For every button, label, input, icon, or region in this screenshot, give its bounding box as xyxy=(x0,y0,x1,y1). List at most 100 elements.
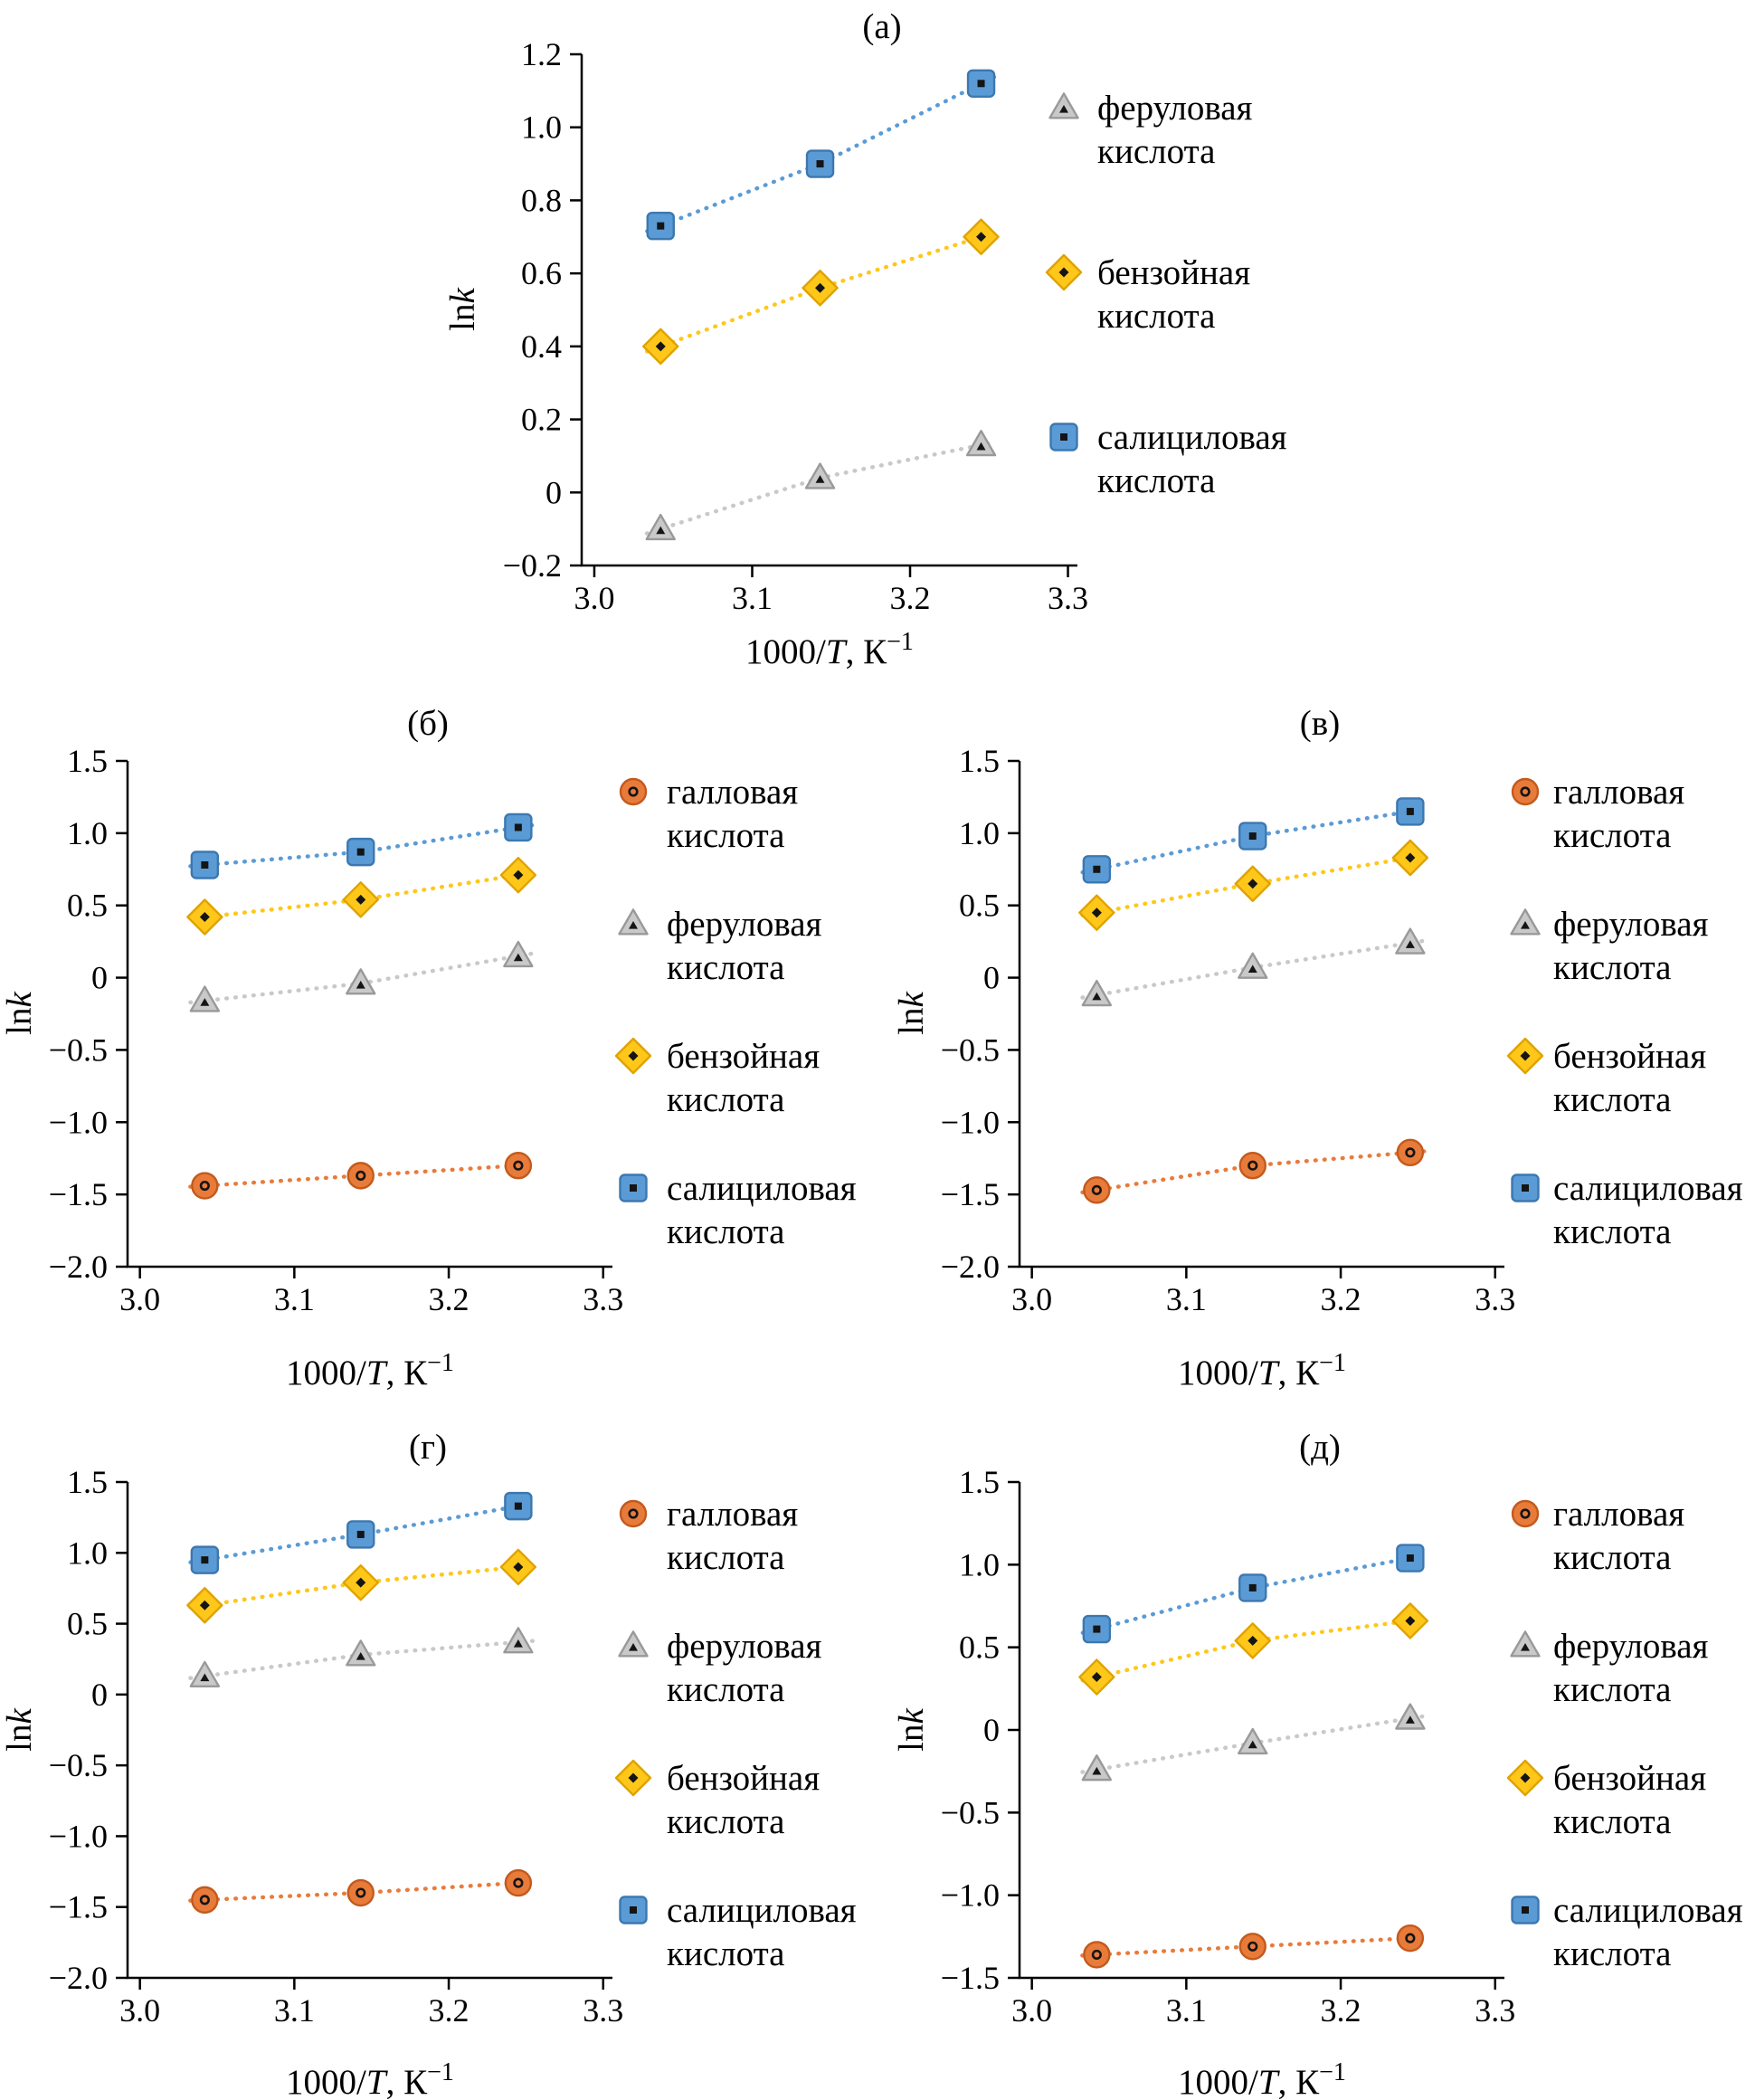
legend-entry: феруловая кислота xyxy=(1510,1627,1709,1709)
marker-center-dot xyxy=(356,1577,366,1588)
x-axis: 3.0 3.1 3.2 3.3 xyxy=(1011,1978,1515,2029)
marker-center-dot xyxy=(628,1508,639,1519)
chart-d: (д) 3.0 3.1 3.2 3.3 1.5 1.0 0.5 0 −0.5 −1.0 −1.5 100… xyxy=(892,1428,1743,2100)
y-tick-label: 0.5 xyxy=(959,888,1000,924)
y-tick-label: 0 xyxy=(545,474,562,510)
legend-label-line1: бензойная xyxy=(1553,1037,1706,1076)
marker-center-dot xyxy=(1248,832,1257,841)
y-tick-label: 0.5 xyxy=(67,1606,108,1642)
marker-center-dot xyxy=(1247,1635,1258,1646)
marker-center-dot xyxy=(656,526,666,535)
legend-label-line2: кислота xyxy=(667,1212,784,1251)
data-point-marker xyxy=(1396,1138,1425,1167)
chart-title: (д) xyxy=(1299,1428,1341,1467)
legend-marker-circle xyxy=(1511,777,1540,806)
series-square xyxy=(1080,797,1427,884)
marker-center-dot xyxy=(356,848,365,856)
legend-label-line2: кислота xyxy=(667,1802,784,1841)
marker-center-dot xyxy=(976,442,986,451)
marker-center-dot xyxy=(630,1906,637,1914)
x-tick-label: 3.2 xyxy=(890,580,931,616)
y-tick-label: 1.0 xyxy=(67,1535,108,1571)
y-tick-label: 0 xyxy=(91,1677,108,1713)
legend-label-line1: салициловая xyxy=(1553,1891,1743,1930)
legend-entry: бензойная кислота xyxy=(614,1037,820,1119)
series-square xyxy=(188,812,535,879)
y-axis: 1.5 1.0 0.5 0 −0.5 −1.0 −1.5 xyxy=(941,1464,1020,1996)
marker-center-dot xyxy=(1247,879,1258,889)
marker-center-dot xyxy=(1520,1772,1531,1783)
marker-center-dot xyxy=(513,869,524,880)
marker-center-dot xyxy=(356,894,366,905)
marker-center-dot xyxy=(1521,920,1530,929)
x-axis-label: 1000/T, К−1 xyxy=(1178,2058,1346,2100)
series-triangle xyxy=(188,940,535,1012)
legend-entry: бензойная кислота xyxy=(614,1759,820,1841)
y-tick-label: 1.2 xyxy=(521,36,562,72)
marker-center-dot xyxy=(201,1556,209,1564)
marker-center-dot xyxy=(629,920,638,929)
legend-label-line1: феруловая xyxy=(1097,89,1253,128)
y-tick-label: 0.2 xyxy=(521,402,562,438)
series-circle xyxy=(1080,1924,1428,1969)
y-tick-label: −1.0 xyxy=(941,1877,1000,1914)
marker-center-dot xyxy=(356,1887,366,1898)
marker-center-dot xyxy=(1521,1642,1530,1651)
x-axis-label: 1000/T, К−1 xyxy=(286,2058,454,2100)
y-tick-label: 0.6 xyxy=(521,255,562,291)
legend-entry: салициловая кислота xyxy=(619,1169,857,1251)
series-diamond xyxy=(186,856,537,936)
x-axis-label: 1000/T, К−1 xyxy=(745,628,914,671)
marker-center-dot xyxy=(1522,1906,1529,1914)
x-tick-label: 3.1 xyxy=(1166,1281,1207,1317)
y-axis: 1.2 1.0 0.8 0.6 0.4 0.2 0 −0.2 xyxy=(503,36,582,584)
legend-label-line2: кислота xyxy=(667,1538,784,1577)
y-tick-label: −1.5 xyxy=(941,1176,1000,1212)
data-point-marker xyxy=(1396,1924,1425,1953)
y-tick-label: −0.5 xyxy=(941,1031,1000,1068)
marker-center-dot xyxy=(1520,786,1531,797)
y-tick-label: −0.5 xyxy=(49,1031,108,1068)
x-tick-label: 3.3 xyxy=(583,1992,623,2029)
y-tick-label: 1.5 xyxy=(67,743,108,779)
y-tick-label: −0.5 xyxy=(49,1747,108,1783)
legend-label-line2: кислота xyxy=(1553,1802,1671,1841)
marker-center-dot xyxy=(1520,1508,1531,1519)
marker-center-dot xyxy=(1091,1184,1102,1195)
legend-label-line1: салициловая xyxy=(1553,1169,1743,1208)
y-tick-label: 0 xyxy=(983,960,1000,996)
x-axis: 3.0 3.1 3.2 3.3 xyxy=(119,1267,623,1317)
y-tick-label: 1.0 xyxy=(67,815,108,851)
marker-center-dot xyxy=(816,160,824,168)
x-tick-label: 3.2 xyxy=(429,1281,470,1317)
legend-label-line1: галловая xyxy=(667,1495,798,1534)
legend-label-line2: кислота xyxy=(1553,816,1671,855)
data-point-marker xyxy=(504,1868,533,1897)
y-axis: 1.5 1.0 0.5 0 −0.5 −1.0 −1.5 −2.0 xyxy=(49,1464,128,1996)
marker-center-dot xyxy=(1247,964,1257,974)
y-tick-label: −1.5 xyxy=(49,1889,108,1925)
y-tick-label: −1.0 xyxy=(49,1104,108,1140)
x-axis-label: 1000/T, К−1 xyxy=(286,1349,454,1392)
chart-v: (в) 3.0 3.1 3.2 3.3 1.5 1.0 0.5 0 −0.5 −1.0 −1.5 −2.… xyxy=(892,704,1743,1392)
legend-label-line2: кислота xyxy=(1553,1080,1671,1119)
legend-entry: феруловая кислота xyxy=(1510,905,1709,987)
data-point-marker xyxy=(346,1878,375,1907)
legend-label-line2: кислота xyxy=(667,1670,784,1709)
legend-label-line1: феруловая xyxy=(667,1627,822,1666)
legend-entry: бензойная кислота xyxy=(1045,253,1250,336)
legend-label-line2: кислота xyxy=(1553,1538,1671,1577)
y-axis-label: lnk xyxy=(892,991,931,1034)
x-tick-label: 3.1 xyxy=(274,1281,315,1317)
marker-center-dot xyxy=(200,1673,210,1682)
marker-center-dot xyxy=(199,1180,210,1192)
y-tick-label: 1.5 xyxy=(959,1464,1000,1500)
x-tick-label: 3.1 xyxy=(732,580,773,616)
series-triangle xyxy=(1080,1703,1427,1782)
data-point-marker xyxy=(346,1162,375,1190)
chart-title: (в) xyxy=(1300,704,1340,743)
marker-center-dot xyxy=(513,953,523,962)
marker-center-dot xyxy=(1247,1941,1258,1952)
x-tick-label: 3.1 xyxy=(1166,1992,1207,2029)
y-tick-label: 0 xyxy=(983,1712,1000,1748)
